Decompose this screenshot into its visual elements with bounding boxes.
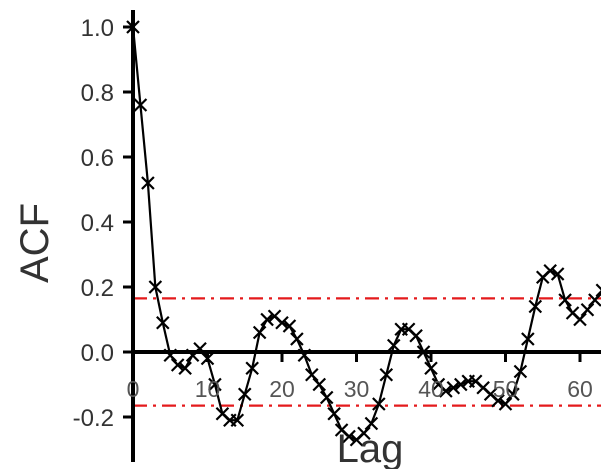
acf-point — [275, 315, 289, 330]
acf-point — [282, 319, 297, 333]
acf-point — [439, 384, 453, 398]
acf-point — [595, 283, 601, 298]
acf-point — [290, 332, 304, 346]
x-tick-label: 10 — [195, 376, 221, 402]
acf-point — [327, 406, 341, 421]
x-tick-label: 30 — [344, 376, 370, 402]
x-tick-label: 60 — [567, 376, 593, 402]
acf-point — [372, 397, 386, 411]
y-axis-title: ACF — [13, 203, 57, 283]
acf-point — [252, 325, 267, 340]
acf-point — [141, 176, 155, 190]
acf-point — [342, 429, 356, 444]
y-tick-label: -0.2 — [73, 405, 114, 432]
acf-point — [588, 293, 601, 307]
acf-point — [193, 341, 207, 356]
x-tick-label: 20 — [269, 376, 295, 402]
acf-point — [379, 367, 394, 382]
acf-point — [297, 348, 312, 363]
acf-point — [357, 426, 371, 441]
acf-series — [126, 20, 601, 447]
tick-labels: -0.2 0.0 0.2 0.4 0.6 0.8 1.0 0 10 20 30 40 50 60 — [73, 15, 593, 432]
acf-point — [386, 338, 401, 353]
acf-point — [580, 302, 595, 317]
acf-point — [208, 377, 222, 392]
y-tick-label: 1.0 — [81, 15, 114, 42]
acf-point — [558, 293, 572, 307]
acf-point — [305, 367, 319, 382]
acf-point — [260, 312, 274, 327]
acf-point — [416, 345, 431, 359]
acf-point — [237, 387, 252, 402]
x-tick-label: 50 — [493, 376, 519, 402]
acf-point — [364, 416, 379, 431]
acf-point — [200, 351, 215, 366]
y-tick-label: 0.6 — [81, 145, 114, 172]
y-tick-label: 0.0 — [81, 340, 114, 367]
acf-point — [521, 332, 535, 346]
acf-point — [148, 280, 163, 294]
acf-point — [409, 328, 423, 343]
x-tick-label: 40 — [418, 376, 444, 402]
y-tick-label: 0.8 — [81, 80, 114, 107]
x-tick-label: 0 — [127, 376, 140, 402]
acf-point — [245, 361, 259, 376]
acf-point — [528, 299, 543, 314]
acf-point — [454, 377, 468, 392]
acf-point — [491, 393, 505, 408]
confidence-bounds — [133, 297, 601, 407]
acf-point — [550, 267, 565, 281]
acf-point — [424, 361, 438, 376]
acf-point — [133, 98, 148, 112]
acf-point — [573, 312, 587, 327]
acf-point — [163, 348, 178, 363]
y-tick-label: 0.2 — [81, 275, 114, 302]
acf-point — [178, 361, 192, 376]
acf-point — [312, 377, 327, 392]
acf-point — [170, 358, 185, 372]
acf-point — [126, 20, 140, 34]
x-axis-title: Lag — [337, 427, 404, 469]
acf-point — [446, 380, 461, 395]
acf-point — [319, 390, 334, 405]
acf-point — [506, 387, 520, 402]
acf-point — [498, 397, 513, 411]
acf-point — [543, 263, 557, 278]
acf-point — [513, 364, 528, 379]
acf-point — [156, 315, 170, 330]
acf-point — [230, 413, 245, 428]
y-tick-label: 0.4 — [81, 210, 114, 237]
